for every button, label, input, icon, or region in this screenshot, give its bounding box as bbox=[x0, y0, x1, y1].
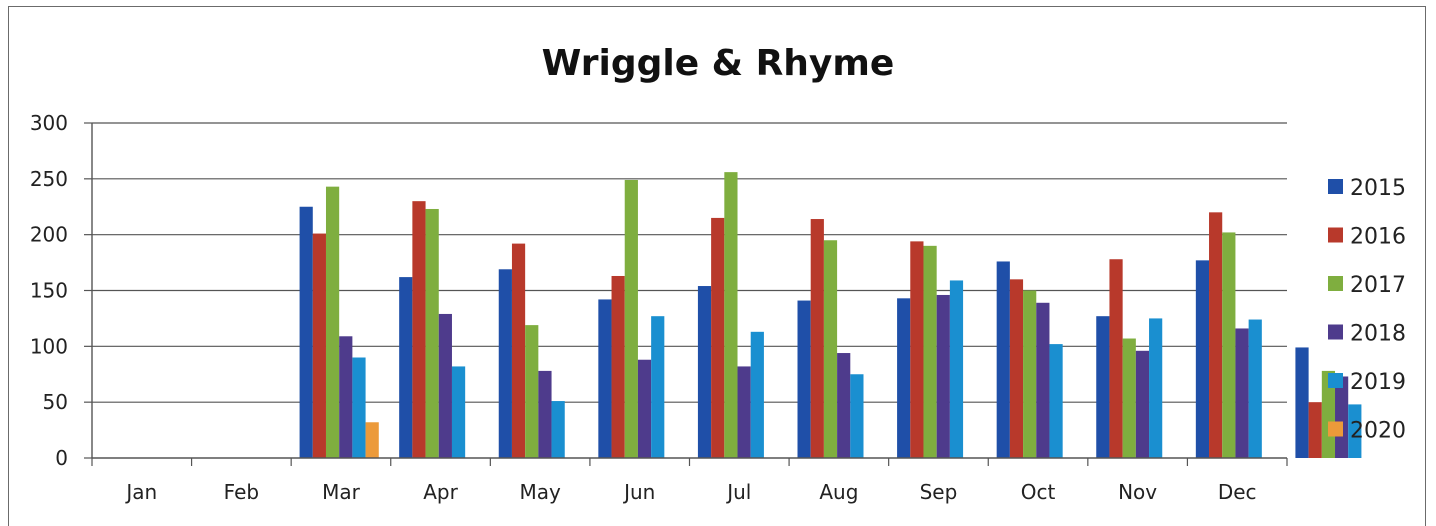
x-tick-label: May bbox=[519, 480, 561, 504]
bar-2017-feb bbox=[325, 186, 340, 458]
x-tick-label: Sep bbox=[920, 480, 958, 504]
legend-label-2018: 2018 bbox=[1350, 322, 1406, 347]
bar-2020-feb bbox=[365, 422, 379, 458]
x-tick-label: Mar bbox=[322, 480, 361, 504]
bar-2017-aug bbox=[923, 245, 937, 458]
bar-2019-mar bbox=[451, 366, 466, 458]
bar-2019-oct bbox=[1149, 318, 1163, 458]
x-tick-label: Jun bbox=[622, 480, 655, 504]
bar-2017-mar bbox=[425, 208, 439, 458]
y-tick-label: 300 bbox=[30, 111, 68, 135]
bar-2016-aug bbox=[910, 241, 924, 458]
bar-2019-dec bbox=[1348, 404, 1362, 458]
bar-2017-oct bbox=[1122, 338, 1136, 458]
bar-2016-may bbox=[611, 275, 625, 458]
x-tick-label: Dec bbox=[1218, 480, 1257, 504]
bar-2015-may bbox=[598, 299, 612, 458]
bar-2019-jun bbox=[750, 331, 764, 458]
bar-2019-aug bbox=[949, 280, 964, 458]
bar-2015-sep bbox=[996, 261, 1010, 458]
bar-2015-feb bbox=[299, 206, 313, 458]
bar-2019-apr bbox=[551, 401, 565, 458]
bar-2019-jul bbox=[850, 374, 864, 458]
bar-2016-oct bbox=[1109, 259, 1123, 458]
bar-2016-apr bbox=[511, 243, 526, 458]
bar-2018-apr bbox=[538, 370, 552, 458]
x-tick-label: Jul bbox=[725, 480, 751, 504]
bar-2016-sep bbox=[1009, 279, 1024, 458]
legend-swatch-2016 bbox=[1328, 227, 1343, 243]
bar-2015-jun bbox=[697, 286, 712, 458]
bar-2018-feb bbox=[339, 336, 353, 458]
bar-2019-may bbox=[651, 316, 665, 458]
bar-2017-jun bbox=[724, 172, 738, 458]
bar-2015-nov bbox=[1195, 260, 1210, 458]
bar-2018-mar bbox=[438, 313, 452, 458]
bar-2017-apr bbox=[525, 325, 539, 458]
legend-label-2019: 2019 bbox=[1350, 370, 1406, 395]
bar-2018-may bbox=[637, 359, 652, 458]
bar-2015-mar bbox=[399, 277, 413, 458]
bar-2017-jul bbox=[823, 240, 838, 458]
x-tick-label: Aug bbox=[819, 480, 858, 504]
x-tick-label: Apr bbox=[423, 480, 458, 504]
y-axis-ticks: 0 50 100 150 200 250 300 bbox=[30, 111, 92, 470]
bar-2017-sep bbox=[1023, 290, 1037, 458]
y-tick-label: 200 bbox=[30, 223, 68, 247]
legend-label-2015: 2015 bbox=[1350, 176, 1406, 201]
bar-2016-mar bbox=[412, 201, 426, 458]
legend-label-2020: 2020 bbox=[1350, 419, 1406, 444]
bar-2018-sep bbox=[1036, 302, 1050, 458]
bar-2016-dec bbox=[1308, 402, 1322, 458]
bar-2015-oct bbox=[1096, 316, 1110, 458]
bar-2019-sep bbox=[1049, 344, 1063, 458]
bar-2016-feb bbox=[312, 233, 326, 458]
bar-2017-nov bbox=[1222, 232, 1236, 458]
bar-2018-nov bbox=[1235, 328, 1249, 458]
bar-2018-jul bbox=[837, 353, 851, 458]
legend-swatch-2015 bbox=[1328, 179, 1343, 194]
legend-swatch-2017 bbox=[1328, 276, 1343, 291]
bar-2018-jun bbox=[737, 366, 751, 458]
bar-2018-oct bbox=[1135, 350, 1150, 458]
y-tick-label: 150 bbox=[30, 279, 68, 303]
bar-2016-nov bbox=[1209, 212, 1223, 458]
gridlines bbox=[92, 122, 1287, 403]
legend-swatch-2020 bbox=[1328, 421, 1343, 437]
chart-title: Wriggle & Rhyme bbox=[542, 43, 895, 84]
y-tick-label: 250 bbox=[30, 167, 68, 191]
bars bbox=[299, 172, 1362, 458]
x-axis-ticks: Jan Feb Mar Apr May Jun Jul Aug Sep Oct Nov Dec bbox=[91, 458, 1288, 504]
bar-2015-dec bbox=[1295, 347, 1309, 458]
x-tick-label: Feb bbox=[224, 480, 259, 504]
bar-2019-feb bbox=[352, 357, 366, 458]
bar-2015-apr bbox=[498, 269, 512, 458]
bar-2018-dec bbox=[1335, 376, 1349, 458]
x-tick-label: Nov bbox=[1118, 480, 1157, 504]
legend-swatch-2019 bbox=[1328, 373, 1343, 388]
legend-label-2016: 2016 bbox=[1350, 225, 1406, 250]
bar-2016-jun bbox=[711, 217, 725, 458]
bar-2018-aug bbox=[936, 294, 950, 458]
x-tick-label: Oct bbox=[1021, 480, 1056, 504]
x-tick-label: Jan bbox=[124, 480, 157, 504]
bar-2016-jul bbox=[810, 219, 824, 458]
y-tick-label: 50 bbox=[43, 390, 68, 414]
bar-2015-aug bbox=[897, 298, 911, 458]
bar-2019-nov bbox=[1248, 319, 1262, 458]
y-tick-label: 0 bbox=[55, 446, 68, 470]
legend-swatch-2018 bbox=[1328, 324, 1343, 340]
legend: 2015 2016 2017 2018 2019 2020 bbox=[1328, 176, 1406, 444]
legend-label-2017: 2017 bbox=[1350, 273, 1406, 298]
bar-2015-jul bbox=[797, 300, 811, 458]
bar-2017-may bbox=[624, 179, 638, 458]
y-tick-label: 100 bbox=[30, 334, 68, 358]
